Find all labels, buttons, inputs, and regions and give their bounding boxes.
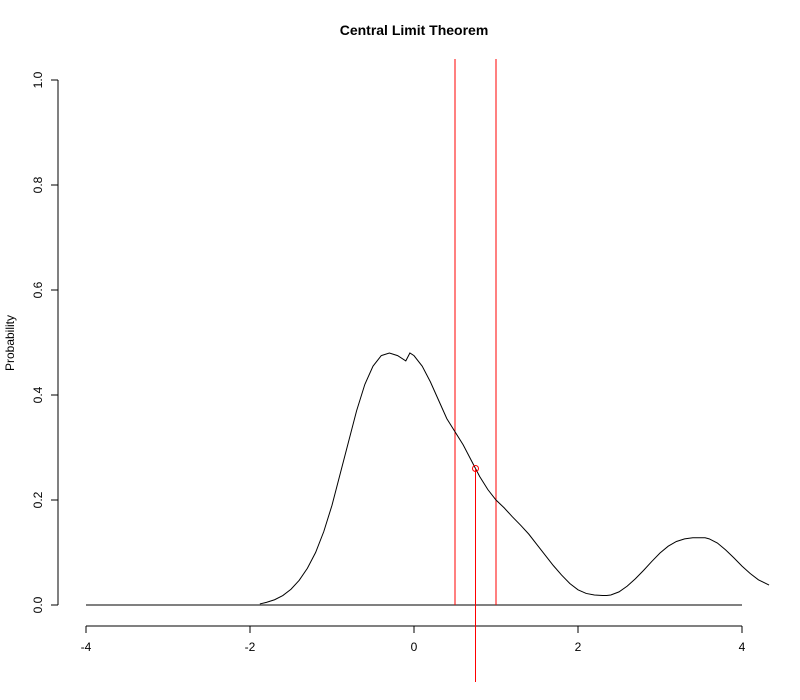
density-curve bbox=[259, 352, 770, 605]
chart-title: Central Limit Theorem bbox=[340, 22, 489, 38]
y-tick-label: 0.2 bbox=[31, 491, 45, 508]
y-tick-label: 0.8 bbox=[31, 176, 45, 193]
y-axis: 0.0 0.2 0.4 0.6 0.8 1.0 bbox=[31, 71, 59, 613]
y-axis-label: Probability bbox=[3, 315, 17, 371]
x-tick-label: 4 bbox=[739, 640, 746, 654]
y-tick-label: 1.0 bbox=[31, 71, 45, 88]
x-tick-label: 2 bbox=[575, 640, 582, 654]
x-tick-label: -2 bbox=[245, 640, 256, 654]
x-tick-label: 0 bbox=[411, 640, 418, 654]
plot-area bbox=[86, 59, 770, 682]
y-tick-label: 0.4 bbox=[31, 386, 45, 403]
marker-point bbox=[472, 465, 479, 472]
x-tick-label: -4 bbox=[81, 640, 92, 654]
x-axis: -4 -2 0 2 4 bbox=[81, 625, 746, 654]
y-tick-label: 0.0 bbox=[31, 596, 45, 613]
y-tick-label: 0.6 bbox=[31, 281, 45, 298]
